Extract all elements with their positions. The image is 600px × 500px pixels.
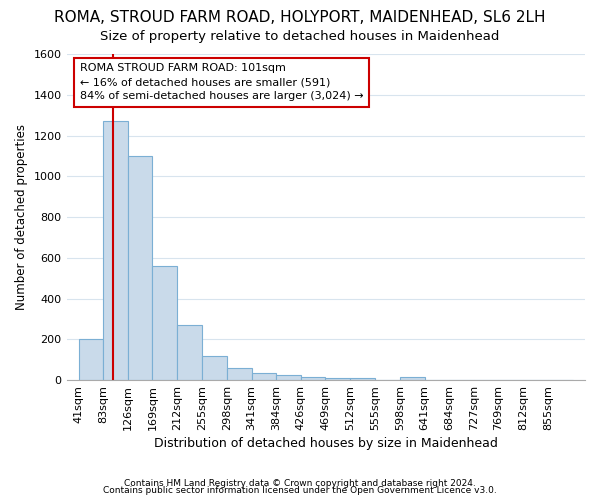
Bar [325,378,350,380]
Bar [251,373,277,380]
Bar [202,356,227,380]
Text: ROMA STROUD FARM ROAD: 101sqm
← 16% of detached houses are smaller (591)
84% of : ROMA STROUD FARM ROAD: 101sqm ← 16% of d… [80,63,364,101]
Bar [350,378,375,380]
Bar [177,325,202,380]
Bar [103,122,128,380]
Bar [301,377,325,380]
Bar [152,266,177,380]
Bar [400,377,425,380]
Text: ROMA, STROUD FARM ROAD, HOLYPORT, MAIDENHEAD, SL6 2LH: ROMA, STROUD FARM ROAD, HOLYPORT, MAIDEN… [54,10,546,25]
Text: Contains HM Land Registry data © Crown copyright and database right 2024.: Contains HM Land Registry data © Crown c… [124,478,476,488]
Text: Size of property relative to detached houses in Maidenhead: Size of property relative to detached ho… [100,30,500,43]
Text: Contains public sector information licensed under the Open Government Licence v3: Contains public sector information licen… [103,486,497,495]
X-axis label: Distribution of detached houses by size in Maidenhead: Distribution of detached houses by size … [154,437,498,450]
Bar [277,375,301,380]
Bar [79,340,103,380]
Y-axis label: Number of detached properties: Number of detached properties [15,124,28,310]
Bar [128,156,152,380]
Bar [227,368,251,380]
